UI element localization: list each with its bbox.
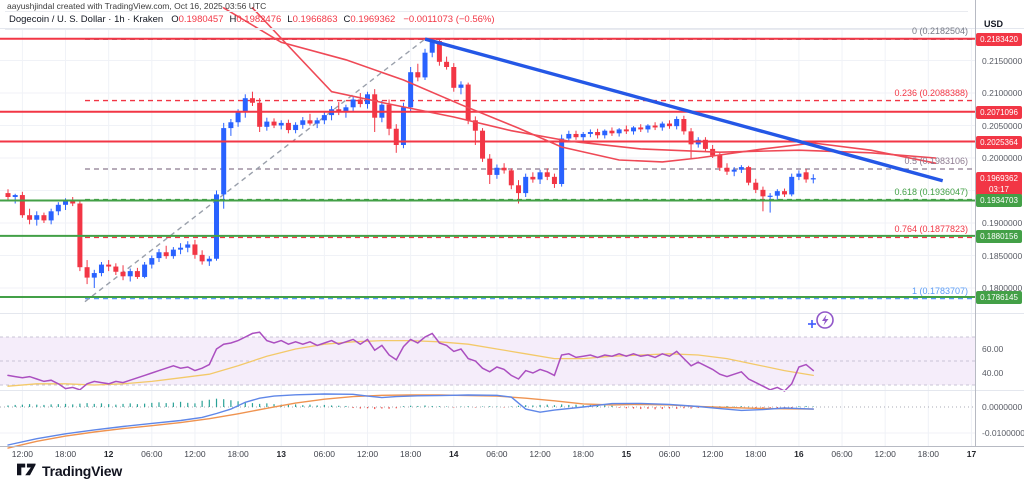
tradingview-logo[interactable]: TradingView	[17, 462, 122, 479]
time-axis-label[interactable]: 12:00	[356, 449, 379, 459]
red-trend-curves[interactable]	[222, 7, 937, 164]
time-axis-label[interactable]: 12	[103, 449, 114, 459]
time-axis-label[interactable]: 13	[276, 449, 286, 459]
symbol-legend: Dogecoin / U. S. Dollar · 1h · Kraken O0…	[9, 14, 495, 25]
time-axis-label[interactable]: 18:00	[572, 449, 594, 459]
price-axis-currency-label[interactable]: USD	[984, 19, 1004, 29]
bar-countdown: 03:17	[988, 184, 1010, 194]
fib-level-label: 0 (0.2182504)	[911, 26, 968, 37]
price-axis-badge: 0.2183420	[976, 32, 1022, 46]
lower-axis-label: 0.0000000	[982, 402, 1023, 412]
time-axis-label[interactable]: 12:00	[529, 449, 551, 459]
legend-close: C0.1969362	[343, 14, 396, 25]
fib-level-label: 0.5 (0.1983106)	[904, 155, 968, 166]
time-axis-label[interactable]: 17	[966, 449, 977, 459]
time-axis-label[interactable]: 12:00	[184, 449, 206, 459]
tradingview-logo-mark	[17, 463, 36, 476]
fib-level-label: 0.618 (0.1936047)	[894, 186, 968, 197]
time-axis-label[interactable]: 06:00	[313, 449, 335, 459]
time-axis-label[interactable]: 06:00	[486, 449, 508, 459]
legend-open: O0.1980457	[171, 14, 224, 25]
legend-change: −0.0011073 (−0.56%)	[403, 14, 495, 25]
price-axis-label: 0.1850000	[982, 250, 1023, 261]
axis-borders[interactable]	[0, 0, 1024, 447]
rsi-axis-label: 60.00	[982, 344, 1004, 354]
time-axis-label[interactable]: 12:00	[874, 449, 896, 459]
time-axis-label[interactable]: 16	[794, 449, 804, 459]
price-axis-badge: 0.2025364	[976, 135, 1022, 149]
blue-resistance-trendline[interactable]	[424, 37, 944, 183]
fib-level-label: 0.764 (0.1877823)	[894, 224, 968, 235]
time-axis-label[interactable]: 12:00	[701, 449, 724, 459]
price-axis-label: 0.2050000	[982, 120, 1023, 131]
time-axis-label[interactable]: 06:00	[658, 449, 681, 459]
time-axis-label[interactable]: 18:00	[227, 449, 249, 459]
time-axis-label[interactable]: 06:00	[141, 449, 163, 459]
rsi-axis-label: 40.00	[982, 368, 1004, 378]
time-axis-label[interactable]: 14	[449, 449, 459, 459]
time-axis-label[interactable]: 15	[621, 449, 632, 459]
rsi-plot[interactable]	[7, 331, 815, 392]
price-axis-label: 0.2100000	[982, 88, 1023, 98]
price-axis-label: 0.2000000	[982, 153, 1023, 163]
pane-borders	[0, 28, 1024, 391]
horizontal-rays[interactable]	[0, 37, 975, 299]
rsi-band	[0, 336, 975, 386]
fib-level-label: 0.236 (0.2088388)	[894, 87, 968, 98]
tradingview-logo-text: TradingView	[42, 462, 123, 479]
price-axis-badge: 0.1880156	[976, 229, 1022, 243]
legend-symbol[interactable]: Dogecoin / U. S. Dollar · 1h · Kraken	[9, 14, 164, 25]
price-axis-badge: 0.1786145	[976, 291, 1022, 304]
legend-frame	[5, 11, 968, 30]
dashed-support-trendline[interactable]	[84, 38, 426, 303]
lower-axis-label: -0.0100000	[982, 428, 1024, 438]
price-axis-label: 0.1800000	[982, 283, 1023, 293]
legend-low: L0.1966863	[287, 14, 338, 25]
fib-level-label: 1 (0.1783707)	[911, 285, 968, 296]
price-axis-label: 0.1900000	[982, 218, 1023, 228]
time-axis-label[interactable]: 18:00	[917, 449, 939, 459]
price-axis-label: 0.2150000	[982, 55, 1023, 66]
lower-indicator-plot[interactable]	[7, 393, 814, 449]
time-axis-label[interactable]: 18:00	[54, 449, 77, 459]
boost-icon[interactable]	[803, 308, 839, 334]
price-axis-badge: 0.1934703	[976, 194, 1022, 208]
time-axis-label[interactable]: 18:00	[399, 449, 422, 459]
price-axis-badge: 0.2071096	[976, 105, 1022, 119]
legend-high: H0.1982476	[229, 14, 282, 25]
attribution-watermark: aayushjindal created with TradingView.co…	[7, 1, 267, 11]
time-axis-label[interactable]: 18:00	[745, 449, 767, 459]
time-axis-label[interactable]: 06:00	[831, 449, 853, 459]
price-axis-badge: 0.1969362 03:17	[976, 171, 1022, 196]
fib-retracement[interactable]	[85, 38, 975, 300]
time-axis-label[interactable]: 12:00	[11, 449, 34, 459]
